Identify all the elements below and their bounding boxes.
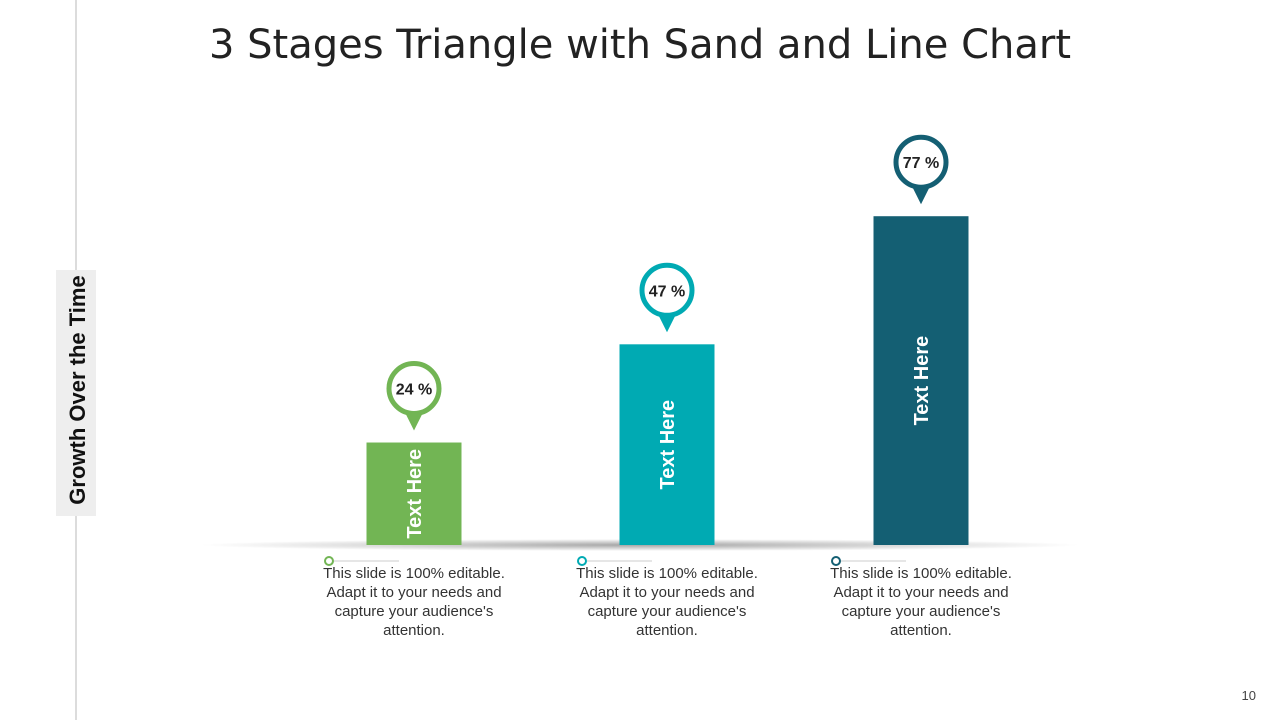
pin	[386, 361, 442, 417]
bar-label: Text Here	[404, 449, 426, 539]
bar	[619, 344, 715, 545]
bullet	[577, 556, 587, 566]
bullet	[831, 556, 841, 566]
bar	[873, 216, 969, 545]
bullet	[324, 556, 334, 566]
description: This slide is 100% editable. Adapt it to…	[830, 565, 1012, 639]
pin	[893, 134, 949, 190]
bar-label: Text Here	[911, 336, 933, 426]
chart-title: 3 Stages Triangle with Sand and Line Cha…	[209, 22, 1071, 68]
description: This slide is 100% editable. Adapt it to…	[323, 565, 505, 639]
value-label: 47 %	[649, 283, 685, 300]
value-label: 24 %	[396, 382, 432, 399]
bar	[366, 442, 462, 545]
description: This slide is 100% editable. Adapt it to…	[576, 565, 758, 639]
pin	[639, 262, 695, 318]
bar-label: Text Here	[657, 400, 679, 490]
label-box	[56, 270, 96, 516]
value-label: 77 %	[903, 155, 939, 172]
y-axis-label: Growth Over the Time	[65, 275, 90, 504]
page-number: 10	[1241, 688, 1256, 703]
